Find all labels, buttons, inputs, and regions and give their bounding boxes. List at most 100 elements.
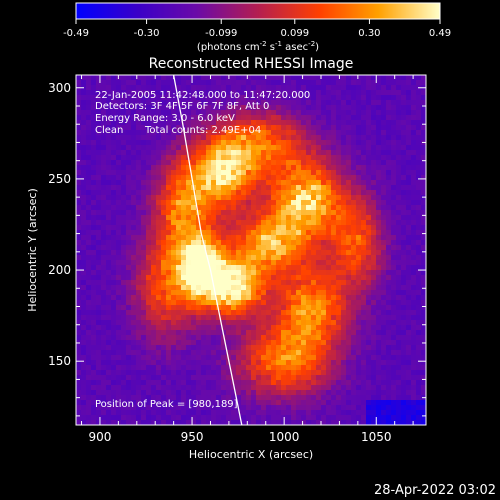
heatmap-cell [86,120,92,126]
heatmap-cell [411,140,417,146]
heatmap-cell [336,250,342,256]
heatmap-cell [216,90,222,96]
heatmap-cell [411,225,417,231]
heatmap-cell [391,280,397,286]
heatmap-cell [286,215,292,221]
heatmap-cell [116,300,122,306]
heatmap-cell [271,90,277,96]
heatmap-cell [191,140,197,146]
heatmap-cell [316,165,322,171]
heatmap-cell [416,130,422,136]
heatmap-cell [166,370,172,376]
heatmap-cell [211,125,217,131]
heatmap-cell [91,360,97,366]
heatmap-cell [176,195,182,201]
heatmap-cell [286,350,292,356]
heatmap-cell [146,290,152,296]
heatmap-cell [246,400,252,406]
heatmap-cell [386,295,392,301]
heatmap-cell [156,180,162,186]
heatmap-cell [341,85,347,91]
heatmap-cell [386,125,392,131]
heatmap-cell [351,170,357,176]
heatmap-cell [86,375,92,381]
heatmap-cell [231,115,237,121]
heatmap-cell [251,245,257,251]
heatmap-cell [271,295,277,301]
heatmap-cell [76,415,82,421]
heatmap-cell [316,170,322,176]
heatmap-cell [291,230,297,236]
heatmap-cell [76,330,82,336]
heatmap-cell [191,365,197,371]
heatmap-cell [406,110,412,116]
heatmap-cell [316,405,322,411]
heatmap-cell [421,375,426,381]
heatmap-cell [301,365,307,371]
heatmap-cell [266,220,272,226]
heatmap-cell [206,210,212,216]
heatmap-cell [331,280,337,286]
heatmap-cell [306,400,312,406]
heatmap-cell [291,135,297,141]
heatmap-cell [306,260,312,266]
heatmap-cell [106,80,112,86]
heatmap-cell [311,225,317,231]
heatmap-cell [356,265,362,271]
heatmap-cell [81,225,87,231]
heatmap-cell [191,130,197,136]
heatmap-cell [266,100,272,106]
heatmap-cell [416,315,422,321]
heatmap-cell [96,410,102,416]
heatmap-cell [386,85,392,91]
heatmap-cell [176,90,182,96]
heatmap-cell [376,275,382,281]
heatmap-cell [256,305,262,311]
heatmap-cell [236,260,242,266]
heatmap-cell [161,420,167,425]
heatmap-cell [401,140,407,146]
heatmap-cell [326,315,332,321]
heatmap-cell [351,335,357,341]
heatmap-cell [341,140,347,146]
heatmap-cell [216,215,222,221]
heatmap-cell [176,330,182,336]
heatmap-cell [246,395,252,401]
heatmap-cell [76,90,82,96]
heatmap-cell [416,100,422,106]
heatmap-cell [131,335,137,341]
heatmap-cell [196,95,202,101]
heatmap-cell [261,210,267,216]
heatmap-cell [211,355,217,361]
heatmap-cell [111,220,117,226]
heatmap-cell [331,410,337,416]
heatmap-cell [216,205,222,211]
heatmap-cell [376,175,382,181]
heatmap-cell [381,145,387,151]
heatmap-cell [276,155,282,161]
heatmap-cell [361,420,367,425]
heatmap-cell [306,355,312,361]
heatmap-cell [366,365,372,371]
heatmap-cell [186,150,192,156]
heatmap-cell [356,190,362,196]
heatmap-cell [146,145,152,151]
heatmap-cell [126,300,132,306]
heatmap-cell [101,270,107,276]
heatmap-cell [176,305,182,311]
heatmap-cell [336,290,342,296]
heatmap-cell [266,210,272,216]
heatmap-cell [311,345,317,351]
heatmap-cell [331,365,337,371]
heatmap-cell [381,170,387,176]
heatmap-cell [81,335,87,341]
heatmap-cell [291,115,297,121]
heatmap-cell [276,365,282,371]
heatmap-cell [316,215,322,221]
heatmap-cell [341,230,347,236]
heatmap-cell [391,300,397,306]
heatmap-cell [271,325,277,331]
heatmap-cell [321,80,327,86]
heatmap-cell [421,165,426,171]
heatmap-cell [176,160,182,166]
